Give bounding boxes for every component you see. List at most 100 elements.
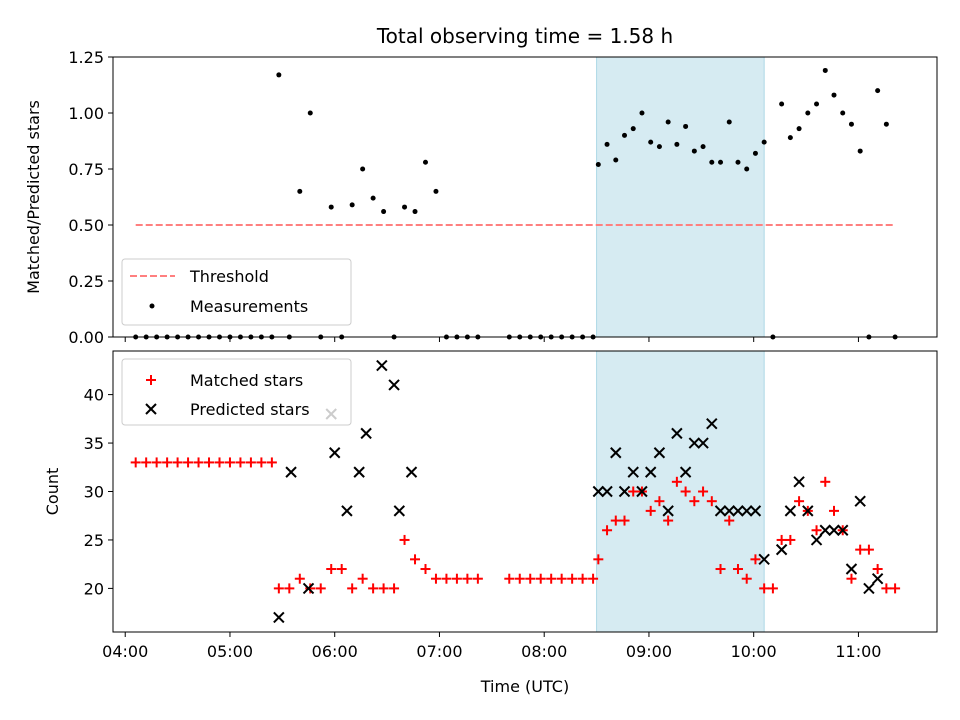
matched-star-point — [214, 457, 225, 468]
measurement-point — [691, 148, 697, 154]
matched-star-point — [315, 583, 326, 594]
measurement-point — [665, 119, 671, 125]
predicted-star-point — [636, 485, 648, 498]
matched-star-point — [378, 583, 389, 594]
matched-star-point — [266, 457, 277, 468]
predicted-star-point — [706, 417, 718, 430]
measurement-point — [613, 157, 619, 163]
measurement-point — [735, 159, 741, 165]
matched-star-point — [680, 486, 691, 497]
matched-star-point — [750, 554, 761, 565]
matched-star-point — [525, 573, 536, 584]
predicted-star-point — [845, 563, 858, 575]
predicted-stars-points — [273, 359, 884, 624]
measurement-point — [700, 144, 706, 150]
matched-star-point — [130, 457, 141, 468]
matched-star-point — [715, 564, 726, 575]
predicted-star-point — [679, 466, 692, 478]
matched-star-point — [820, 476, 831, 487]
measurement-point — [683, 123, 689, 129]
predicted-star-point — [741, 505, 753, 517]
y-tick-label: 0.75 — [68, 160, 104, 179]
matched-star-point — [204, 457, 215, 468]
predicted-star-point — [341, 505, 353, 517]
predicted-star-point — [653, 447, 666, 459]
matched-star-point — [846, 573, 857, 584]
x-tick-label: 06:00 — [312, 642, 358, 661]
measurement-point — [805, 110, 811, 116]
top-axes-frame — [112, 56, 938, 338]
matched-star-point — [776, 534, 787, 545]
measurement-point — [630, 126, 636, 132]
legend-predicted-swatch — [145, 403, 157, 415]
bottom-panel: 20 25 30 35 40 04:00 05:00 06:00 07:00 08:00 09:0… — [43, 350, 938, 696]
matched-star-point — [336, 564, 347, 575]
matched-star-point — [451, 573, 462, 584]
matched-star-point — [706, 496, 717, 507]
measurement-point — [822, 67, 828, 73]
measurement-point — [814, 101, 820, 107]
measurement-point — [744, 166, 750, 172]
predicted-star-point — [854, 495, 866, 507]
measurement-point — [787, 135, 793, 141]
matched-star-point — [326, 564, 337, 575]
matched-star-point — [829, 505, 839, 516]
matched-star-point — [628, 486, 639, 497]
predicted-star-point — [802, 505, 814, 517]
measurement-point — [604, 141, 610, 147]
matched-star-point — [284, 583, 295, 594]
top-legend: Threshold Measurements — [121, 258, 352, 326]
matched-star-point — [430, 573, 441, 584]
predicted-star-point — [758, 553, 770, 566]
matched-star-point — [420, 564, 431, 575]
top-y-axis-label: Matched/Predicted stars — [24, 100, 43, 294]
measurement-point — [840, 110, 846, 116]
matched-star-point — [546, 573, 557, 584]
matched-star-point — [689, 496, 700, 507]
chart-title: Total observing time = 1.58 h — [376, 24, 673, 48]
legend-threshold-label: Threshold — [189, 267, 269, 286]
measurement-point — [857, 148, 863, 154]
measurement-point — [726, 119, 732, 125]
top-legend-box — [121, 258, 352, 326]
measurement-point — [848, 121, 854, 127]
predicted-star-point — [732, 505, 744, 517]
matched-star-point — [602, 525, 613, 536]
matched-star-point — [588, 573, 599, 584]
top-panel: 0.00 0.25 0.50 0.75 1.00 1.25 Matched/Predict… — [24, 48, 938, 347]
measurement-point — [433, 188, 439, 194]
predicted-star-point — [353, 466, 365, 478]
bottom-x-ticks: 04:00 05:00 06:00 07:00 08:00 09:00 10:00 11:00 — [102, 632, 881, 661]
predicted-star-point — [671, 427, 683, 440]
measurement-point — [328, 204, 334, 210]
predicted-star-point — [688, 437, 701, 449]
predicted-star-point — [819, 524, 831, 536]
predicted-star-point — [749, 505, 762, 517]
predicted-star-point — [601, 485, 613, 498]
matched-star-point — [645, 505, 656, 516]
matched-star-point — [872, 564, 883, 575]
measurement-point — [779, 101, 785, 107]
matched-star-point — [224, 457, 235, 468]
y-tick-label: 40 — [84, 386, 104, 405]
matched-star-point — [593, 554, 604, 565]
x-tick-label: 04:00 — [102, 642, 148, 661]
legend-measurements-swatch — [149, 303, 155, 309]
matched-star-point — [732, 564, 743, 575]
matched-star-point — [535, 573, 546, 584]
matched-star-point — [347, 583, 358, 594]
matched-star-point — [811, 525, 822, 536]
matched-star-point — [671, 476, 682, 487]
matched-star-point — [245, 457, 256, 468]
bottom-y-axis-label: Count — [43, 468, 62, 516]
matched-star-point — [462, 573, 473, 584]
measurement-point — [422, 159, 428, 165]
predicted-star-point — [627, 466, 639, 478]
matched-star-point — [162, 457, 173, 468]
predicted-star-point — [662, 505, 674, 517]
matched-star-point — [556, 573, 567, 584]
measurement-point — [796, 126, 802, 132]
measurement-point — [639, 110, 645, 116]
matched-star-point — [619, 515, 630, 526]
